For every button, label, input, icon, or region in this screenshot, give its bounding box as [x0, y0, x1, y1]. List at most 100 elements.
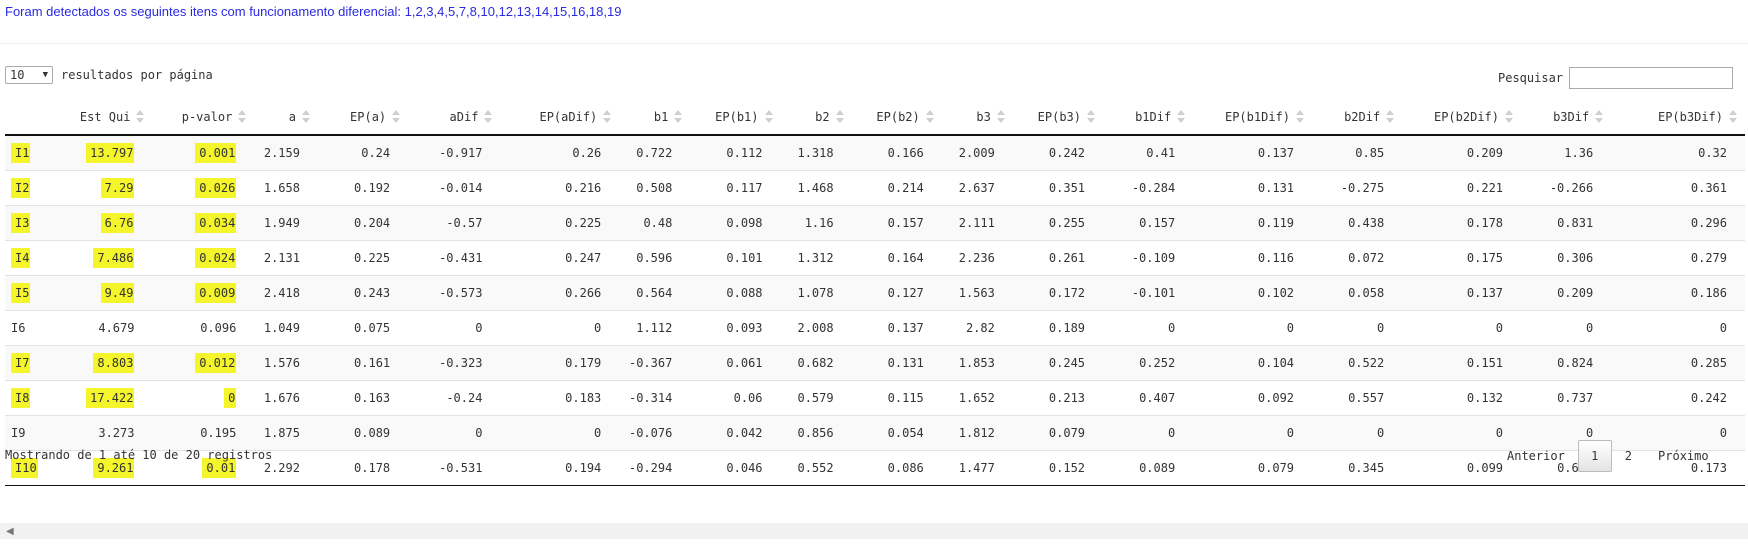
cell-value: -0.323: [439, 356, 483, 370]
cell-value: 0.557: [1348, 391, 1385, 405]
cell-value: 0.178: [354, 461, 391, 475]
table-cell: 0.247: [500, 240, 620, 276]
table-cell: I4: [5, 240, 67, 276]
next-button[interactable]: Próximo: [1658, 449, 1709, 463]
column-header[interactable]: b2: [780, 100, 852, 136]
column-header[interactable]: b2Dif: [1312, 100, 1403, 136]
table-cell: 0.06: [690, 380, 781, 416]
table-row: I4 7.486 0.024 2.131 0.225 -0.431 0.247 0.596 0.…: [5, 240, 1745, 276]
cell-value: I10: [11, 458, 38, 478]
cell-value: 0.407: [1139, 391, 1176, 405]
column-header[interactable]: EP(b3Dif): [1611, 100, 1745, 136]
column-header[interactable]: EP(b1): [690, 100, 781, 136]
cell-value: 0.164: [887, 251, 924, 265]
table-cell: 1.576: [254, 345, 318, 381]
table-cell: 0.508: [619, 170, 691, 206]
table-cell: 0.345: [1312, 450, 1403, 486]
cell-value: 0.508: [636, 181, 673, 195]
page-length-select[interactable]: 10 ▼: [5, 66, 53, 84]
table-cell: 0.178: [317, 450, 409, 486]
column-header[interactable]: [5, 100, 67, 136]
table-header: Est Qui p-valor a EP(a) aDif EP(aDif) b1 EP(b1)…: [5, 100, 1745, 136]
column-header[interactable]: b3Dif: [1521, 100, 1612, 136]
cell-value: 0.579: [797, 391, 834, 405]
column-header[interactable]: Est Qui: [66, 100, 153, 136]
cell-value: -0.314: [628, 391, 673, 405]
cell-value: 1.36: [1564, 146, 1594, 160]
page-length-value: 10: [10, 68, 25, 82]
cell-value: 0.099: [1466, 461, 1504, 475]
cell-value: 0: [475, 321, 483, 335]
column-header[interactable]: EP(b1Dif): [1193, 100, 1313, 136]
sort-icon: [392, 110, 401, 124]
table-row: I8 17.422 0 1.676 0.163 -0.24 0.183 -0.314 0.06 0…: [5, 380, 1745, 416]
table-cell: 0.104: [1193, 345, 1313, 381]
page-2-button[interactable]: 2: [1624, 449, 1633, 463]
column-header[interactable]: EP(b3): [1012, 100, 1104, 136]
sort-icon: [1729, 110, 1737, 124]
table-cell: I2: [5, 170, 67, 206]
table-cell: 7.29: [66, 170, 153, 206]
cell-value: 0.552: [797, 461, 834, 475]
table-cell: 0.101: [690, 240, 781, 276]
cell-value: 9.261: [93, 458, 135, 478]
cell-value: 0.189: [1048, 321, 1086, 335]
column-header-label: b2Dif: [1344, 110, 1381, 124]
column-header[interactable]: b1Dif: [1103, 100, 1194, 136]
cell-value: 0.247: [565, 251, 602, 265]
cell-value: 0.089: [1139, 461, 1176, 475]
cell-value: 1.318: [797, 146, 834, 160]
column-header[interactable]: aDif: [408, 100, 501, 136]
cell-value: 0.137: [1466, 286, 1504, 300]
cell-value: 2.236: [958, 251, 995, 265]
table-cell: -0.284: [1103, 170, 1194, 206]
cell-value: -0.101: [1131, 286, 1176, 300]
table-cell: 0.112: [690, 135, 781, 171]
sort-icon: [1505, 110, 1514, 124]
cell-value: 0.079: [1257, 461, 1295, 475]
scroll-left-icon[interactable]: ◀: [6, 526, 14, 537]
sort-icon: [1595, 110, 1604, 124]
column-header[interactable]: p-valor: [152, 100, 255, 136]
table-cell: 0.058: [1312, 275, 1403, 311]
cell-value: 6.76: [100, 213, 135, 233]
previous-button[interactable]: Anterior: [1507, 449, 1565, 463]
table-cell: 0.245: [1012, 345, 1104, 381]
cell-value: 0.209: [1557, 286, 1594, 300]
divider: [0, 43, 1748, 44]
horizontal-scrollbar[interactable]: ◀: [0, 523, 1748, 539]
page-1-button[interactable]: 1: [1577, 440, 1612, 472]
cell-value: 0.137: [887, 321, 924, 335]
table-cell: 0.242: [1012, 135, 1104, 171]
table-cell: 6.76: [66, 205, 153, 241]
cell-value: 0: [1585, 321, 1594, 335]
table-cell: 0.192: [317, 170, 409, 206]
column-header[interactable]: EP(a): [317, 100, 409, 136]
cell-value: 0.737: [1557, 391, 1594, 405]
cell-value: 2.292: [263, 461, 300, 475]
cell-value: 0.104: [1257, 356, 1295, 370]
cell-value: 0.225: [565, 216, 602, 230]
column-header[interactable]: b1: [619, 100, 691, 136]
table-cell: 0.213: [1012, 380, 1104, 416]
column-header[interactable]: EP(b2): [851, 100, 942, 136]
table-cell: 2.159: [254, 135, 318, 171]
results-table: Est Qui p-valor a EP(a) aDif EP(aDif) b1 EP(b1)…: [5, 100, 1745, 486]
table-cell: 0.001: [152, 135, 255, 171]
cell-value: 0.175: [1466, 251, 1504, 265]
table-cell: 1.112: [619, 310, 691, 346]
table-cell: 0.086: [851, 450, 942, 486]
table-row: I1 13.797 0.001 2.159 0.24 -0.917 0.26 0.722 0.1…: [5, 135, 1745, 171]
table-cell: 0.102: [1193, 275, 1313, 311]
search-input[interactable]: [1569, 67, 1734, 89]
table-cell: 2.009: [941, 135, 1013, 171]
table-row: I7 8.803 0.012 1.576 0.161 -0.323 0.179 -0.367 0…: [5, 345, 1745, 381]
column-header[interactable]: EP(b2Dif): [1402, 100, 1522, 136]
cell-value: 0.192: [354, 181, 391, 195]
cell-value: 0.001: [195, 143, 237, 163]
column-header[interactable]: EP(aDif): [500, 100, 620, 136]
column-header[interactable]: b3: [941, 100, 1013, 136]
chevron-down-icon: ▼: [42, 70, 48, 80]
table-cell: 0.132: [1402, 380, 1522, 416]
column-header[interactable]: a: [254, 100, 318, 136]
